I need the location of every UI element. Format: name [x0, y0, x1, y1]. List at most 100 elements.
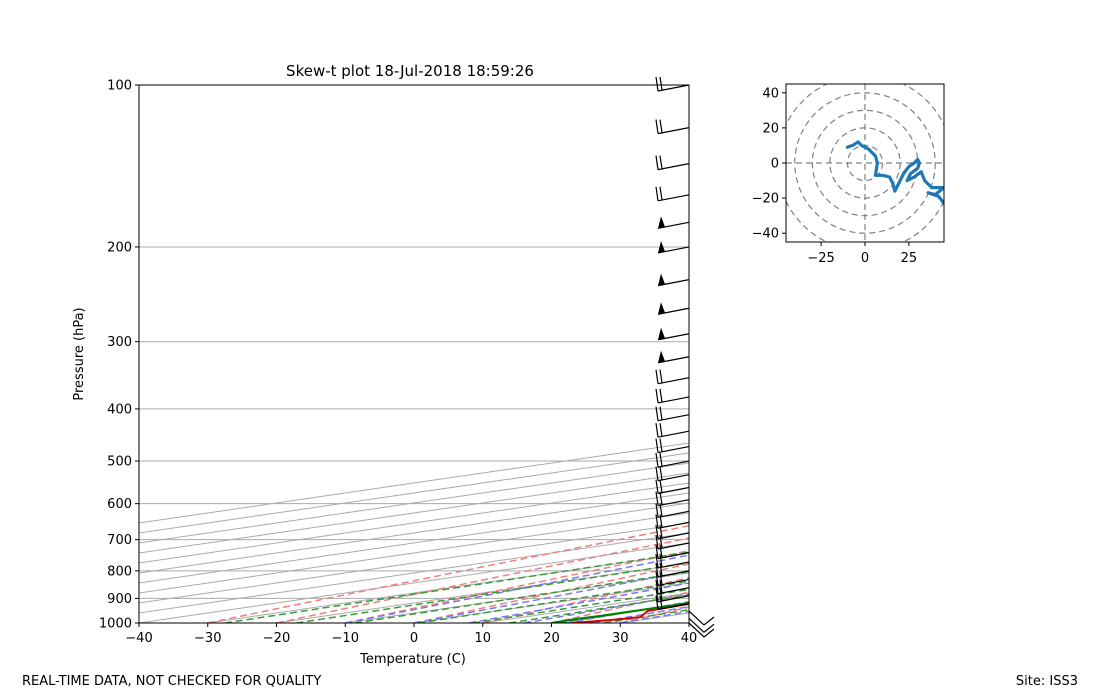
- barb-shaft: [688, 610, 705, 626]
- barb-shaft: [657, 356, 690, 364]
- dry-adiabat: [758, 85, 1100, 623]
- barb-feather: [659, 76, 663, 91]
- barb-feather: [703, 616, 715, 626]
- x-tick-label: −40: [125, 631, 152, 646]
- wind-barb: [655, 544, 690, 560]
- dry-adiabat: [964, 85, 1100, 623]
- barb-pennant: [658, 350, 665, 363]
- mixing-ratio-line: [354, 570, 689, 623]
- isotherm: [139, 492, 689, 574]
- dry-adiabat: [345, 549, 689, 623]
- isotherm: [139, 522, 689, 604]
- barb-feather: [659, 491, 663, 505]
- isotherm: [620, 612, 689, 623]
- barb-feather: [659, 388, 663, 403]
- reference-lines: [139, 85, 1100, 623]
- wind-barb: [657, 350, 690, 364]
- moist-adiabat: [413, 570, 689, 623]
- hodo-y-tick-label: 40: [762, 86, 779, 101]
- y-tick-label: 100: [107, 79, 132, 94]
- dry-adiabat: [276, 537, 689, 623]
- wind-barb: [657, 240, 690, 254]
- wind-barb: [655, 119, 690, 135]
- wind-barb: [655, 562, 690, 578]
- wind-barb: [655, 524, 690, 540]
- isotherm: [207, 552, 689, 623]
- isotherm: [413, 582, 689, 623]
- y-tick-label: 200: [107, 240, 132, 255]
- barb-shaft: [657, 510, 690, 518]
- barb-feather: [659, 587, 663, 601]
- moist-adiabat: [620, 610, 689, 623]
- hodo-y-tick-label: −40: [752, 227, 779, 242]
- barb-feather: [655, 186, 659, 201]
- isotherm: [139, 532, 689, 614]
- barb-feather: [655, 579, 659, 594]
- barb-feather: [659, 186, 663, 200]
- x-axis-label: Temperature (C): [359, 652, 466, 667]
- x-tick-label: 40: [681, 631, 698, 646]
- y-tick-label: 900: [107, 592, 132, 607]
- barb-shaft: [657, 163, 690, 171]
- isotherm: [139, 462, 689, 544]
- barb-shaft: [657, 194, 690, 202]
- isotherm: [482, 592, 689, 623]
- barb-feather: [659, 595, 663, 609]
- wind-barb: [655, 579, 690, 595]
- barb-shaft: [657, 377, 690, 385]
- dry-adiabat: [482, 576, 689, 623]
- y-axis-label: Pressure (hPa): [72, 307, 87, 400]
- barb-feather: [659, 503, 663, 517]
- x-tick-label: 20: [543, 631, 560, 646]
- x-tick-label: 30: [612, 631, 629, 646]
- isotherm: [551, 602, 689, 623]
- wind-barb: [657, 273, 690, 287]
- barb-feather: [659, 452, 663, 467]
- mixing-ratio-line: [224, 551, 689, 623]
- dry-adiabat: [827, 85, 1100, 623]
- barb-feather: [659, 579, 663, 593]
- wind-barb: [655, 369, 690, 385]
- barb-shaft: [657, 474, 690, 482]
- mixing-ratio-line: [296, 562, 689, 623]
- wind-barb: [655, 155, 690, 171]
- chart-title: Skew-t plot 18-Jul-2018 18:59:26: [286, 62, 534, 80]
- barb-shaft: [688, 622, 705, 638]
- barb-feather: [659, 119, 663, 133]
- moist-adiabat: [345, 554, 689, 623]
- quality-notice: REAL-TIME DATA, NOT CHECKED FOR QUALITY: [22, 674, 322, 689]
- barb-feather: [655, 423, 659, 438]
- wind-barb: [655, 553, 690, 569]
- barb-shaft: [657, 602, 690, 611]
- dry-adiabat: [688, 622, 689, 623]
- barb-feather: [659, 553, 663, 568]
- barb-pennant: [658, 302, 665, 315]
- y-tick-label: 1000: [99, 617, 132, 632]
- barb-pennant: [658, 240, 665, 253]
- barb-feather: [655, 155, 659, 170]
- hodo-x-tick-label: 0: [861, 251, 869, 266]
- x-tick-label: −10: [332, 631, 359, 646]
- hodo-x-tick-label: −25: [807, 251, 834, 266]
- barb-feather: [655, 514, 659, 529]
- barb-shaft: [688, 617, 705, 633]
- hodograph-trace: [845, 140, 944, 205]
- barb-feather: [659, 571, 663, 585]
- wind-barb: [657, 327, 690, 341]
- barb-feather: [655, 438, 659, 453]
- dry-adiabat: [620, 606, 689, 623]
- barb-feather: [655, 571, 659, 586]
- hodo-x-tick-label: 25: [901, 251, 918, 266]
- barb-shaft: [657, 521, 690, 529]
- hodograph-grid: [786, 84, 944, 242]
- barb-feather: [659, 423, 663, 437]
- dry-adiabat: [551, 591, 689, 623]
- barb-feather: [655, 406, 659, 421]
- barb-feather: [659, 524, 663, 538]
- dry-adiabat: [413, 563, 689, 623]
- isotherm: [139, 502, 689, 584]
- barb-feather: [659, 534, 663, 549]
- wind-barb: [655, 406, 690, 422]
- hodo-y-tick-label: 20: [762, 121, 779, 136]
- barb-shaft: [657, 542, 690, 550]
